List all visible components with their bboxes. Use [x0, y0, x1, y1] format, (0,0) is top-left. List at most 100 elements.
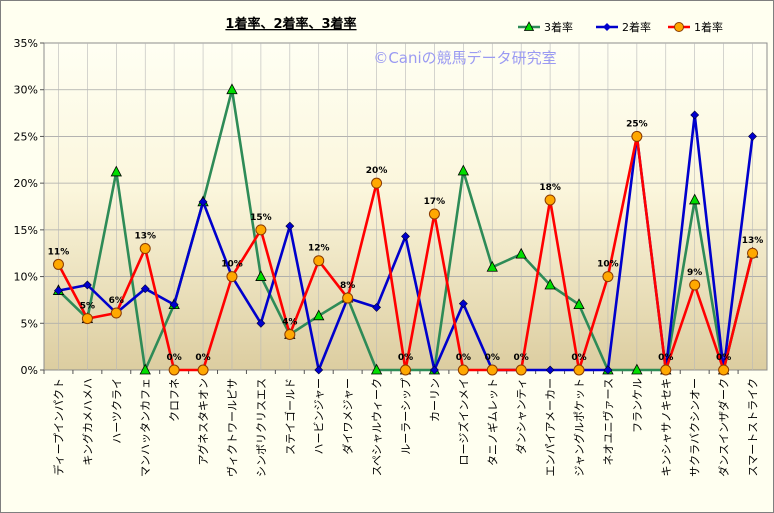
legend-circle-icon — [674, 22, 684, 32]
circle-point — [689, 279, 701, 291]
circle-point — [747, 247, 759, 259]
x-tick-label: ハーツクライ — [110, 378, 123, 444]
triangle-point — [486, 260, 498, 272]
diamond-point — [545, 365, 555, 375]
data-label: 6% — [109, 296, 124, 306]
data-label: 5% — [80, 302, 95, 312]
triangle-point — [544, 278, 556, 290]
diamond-point — [690, 110, 700, 120]
data-label: 15% — [250, 213, 272, 223]
circle-point — [197, 364, 209, 376]
circle-point — [52, 258, 64, 270]
y-tick-label: 35% — [14, 37, 38, 50]
circle-point — [631, 130, 643, 142]
circle-point — [168, 364, 180, 376]
data-label: 10% — [221, 260, 243, 270]
data-label: 13% — [742, 236, 764, 246]
circle-point — [400, 364, 411, 376]
diamond-point — [54, 286, 63, 296]
x-tick-label: スペシャルウィーク — [371, 378, 384, 476]
circle-point — [660, 364, 672, 376]
data-label: 17% — [424, 197, 446, 207]
y-tick-label: 5% — [21, 317, 38, 330]
series-layer — [52, 83, 759, 376]
x-tick-label: ジャングルポケット — [572, 378, 586, 476]
x-tick-label: スマートストライク — [747, 378, 760, 476]
x-tick-label: マンハッタンカフェ — [139, 378, 152, 477]
diamond-point — [169, 300, 179, 310]
chart-title: 1着率、2着率、3着率 — [225, 16, 356, 32]
y-axis: 0% 5% 10% 15% 20% 25% 30% 35% — [14, 37, 44, 377]
diamond-point — [401, 231, 410, 241]
data-label: 0% — [456, 353, 471, 363]
data-label: 18% — [539, 183, 561, 193]
x-tick-label: クロフネ — [168, 378, 181, 422]
legend-label: 1着率 — [694, 20, 723, 34]
circle-point — [342, 292, 354, 304]
circle-point — [573, 364, 585, 376]
circle-point — [457, 364, 469, 376]
x-tick-label: シンボリクリスエス — [255, 378, 268, 477]
y-tick-label: 10% — [14, 271, 38, 284]
diamond-point — [140, 284, 150, 294]
circle-point — [544, 194, 556, 206]
diamond-point — [82, 280, 92, 290]
x-tick-label: ネオユニヴァース — [601, 378, 615, 465]
diamond-point — [748, 132, 757, 141]
circle-point — [718, 364, 730, 376]
data-label: 25% — [626, 119, 648, 129]
x-tick-label: ダンスインザダーク — [717, 378, 731, 477]
diamond-point — [314, 365, 324, 375]
x-tick-label: アグネスタキオン — [196, 378, 210, 465]
data-label: 8% — [340, 281, 355, 291]
y-tick-label: 0% — [21, 364, 38, 377]
triangle-point — [226, 83, 238, 95]
data-label: 0% — [166, 353, 181, 363]
data-label: 12% — [308, 244, 330, 254]
circle-point — [255, 224, 267, 236]
data-label: 0% — [398, 353, 413, 363]
diamond-point — [429, 365, 439, 375]
x-tick-label: ダイワメジャー — [341, 378, 355, 454]
data-label: 13% — [134, 232, 156, 242]
legend-label: 3着率 — [544, 20, 573, 34]
triangle-point — [631, 363, 643, 375]
y-tick-label: 20% — [14, 177, 38, 190]
x-tick-label: サクラバクシンオー — [689, 378, 702, 477]
circle-point — [110, 307, 122, 319]
diamond-point — [458, 299, 468, 309]
triangle-point — [255, 270, 267, 281]
triangle-point — [370, 363, 383, 375]
legend-triangle-icon — [523, 21, 535, 31]
data-label: 0% — [485, 353, 500, 363]
x-tick-label: ルーラーシップ — [400, 378, 413, 455]
circle-point — [515, 364, 527, 376]
data-label: 0% — [514, 353, 529, 363]
x-tick-label: フランケル — [631, 378, 644, 433]
triangle-point — [313, 309, 325, 321]
data-label: 9% — [687, 268, 702, 278]
diamond-point — [603, 365, 613, 375]
diamond-point — [256, 318, 266, 328]
watermark-text: ©Caniの競馬データ研究室 — [373, 49, 556, 67]
x-tick-label: ステイゴールド — [283, 378, 297, 455]
data-label: 0% — [658, 353, 673, 363]
circle-point — [226, 271, 238, 283]
data-label: 4% — [282, 317, 297, 327]
diamond-point — [372, 302, 382, 312]
x-axis: ディープインパクト キングカメハメハ ハーツクライ マンハッタンカフェ クロフネ アグネス… — [43, 370, 760, 477]
legend-label: 2着率 — [622, 20, 651, 34]
data-label: 0% — [571, 353, 586, 363]
triangle-point — [457, 164, 470, 176]
x-tick-label: エンパイアメーカー — [544, 378, 557, 476]
diamond-point — [198, 197, 208, 207]
triangle-point — [110, 165, 122, 177]
circle-point — [371, 177, 383, 189]
triangle-point — [515, 247, 527, 259]
data-label: 20% — [366, 166, 388, 176]
circle-point — [284, 328, 296, 340]
x-tick-label: ロージズインメイ — [456, 378, 470, 465]
diamond-point — [285, 221, 295, 231]
data-label: 10% — [597, 260, 619, 270]
